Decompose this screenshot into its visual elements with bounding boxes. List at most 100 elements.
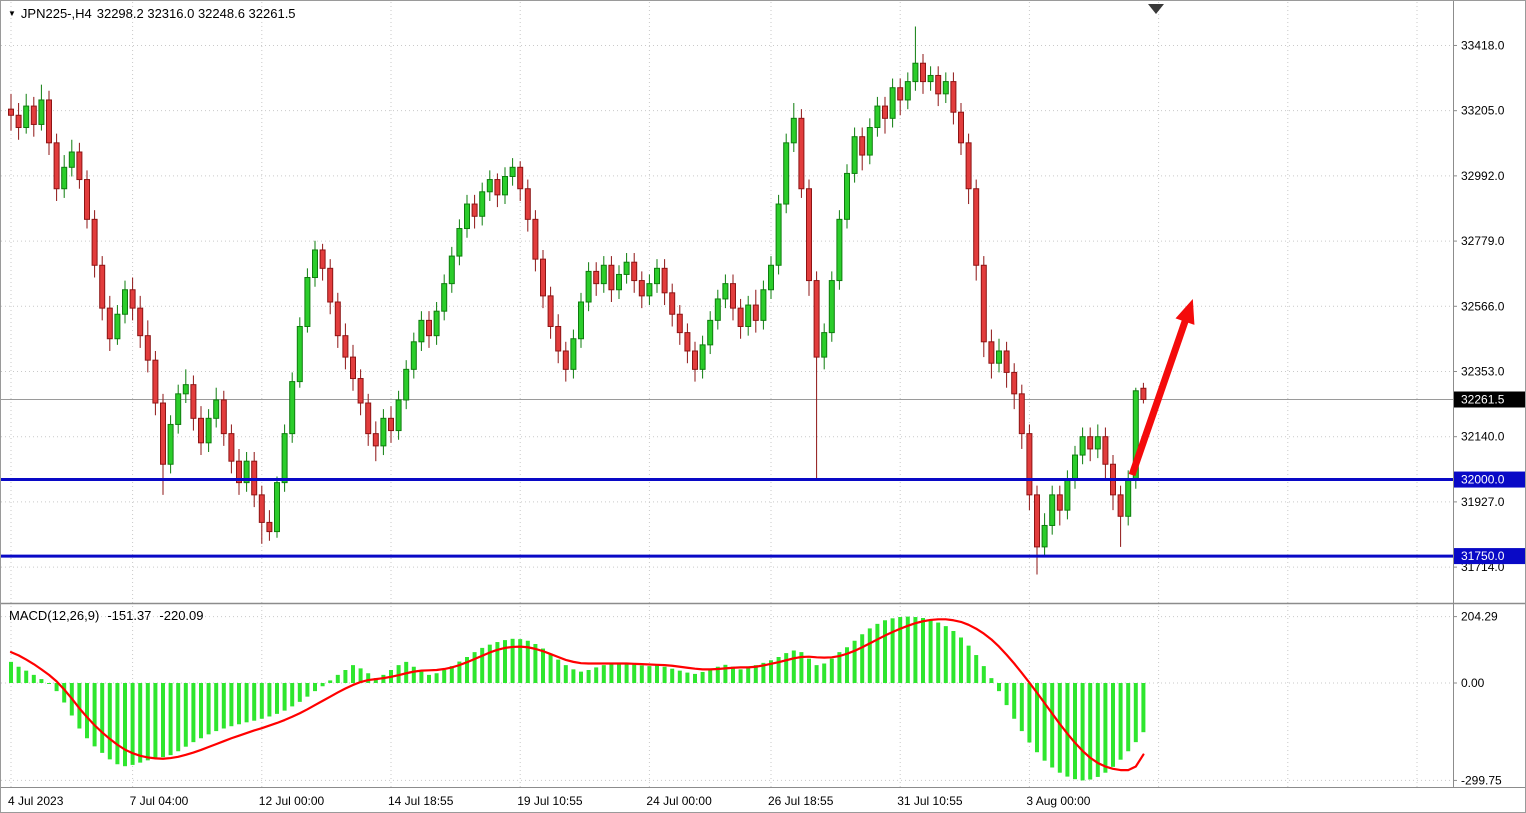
candle-body [882, 105, 888, 119]
candle-body [281, 433, 288, 484]
macd-bar [860, 634, 865, 683]
candle-body [380, 417, 387, 447]
candle-body [182, 384, 189, 395]
macd-bar [700, 671, 705, 683]
macd-bar [662, 666, 667, 683]
macd-bar [1057, 683, 1062, 773]
candle-body [334, 301, 341, 337]
macd-bar [1073, 683, 1077, 780]
candle-body [1056, 494, 1063, 511]
macd-bar [465, 657, 469, 683]
macd-bar [647, 666, 652, 683]
candle-body [1034, 494, 1040, 548]
candle-body [638, 280, 645, 297]
macd-bar [153, 683, 158, 759]
candle-body [213, 399, 220, 419]
macd-bar [9, 661, 13, 683]
macd-bar [571, 669, 576, 683]
symbol-ohlc: 32298.2 32316.0 32248.6 32261.5 [96, 6, 296, 21]
macd-bar [677, 670, 682, 683]
macd-bar [609, 663, 614, 683]
candle-body [608, 264, 615, 291]
macd-main-value: -151.37 [107, 608, 152, 623]
candle-body [486, 179, 493, 193]
macd-histogram [9, 616, 1146, 781]
macd-bar [252, 683, 257, 721]
macd-bar [282, 683, 287, 711]
candle-body [631, 261, 638, 282]
chart-shift-marker-icon[interactable] [1148, 4, 1164, 14]
candle-body [106, 307, 113, 340]
candle-body [570, 338, 577, 370]
macd-bar [267, 683, 272, 717]
macd-bar [168, 683, 173, 756]
candle-body [243, 460, 250, 484]
macd-bar [731, 666, 735, 683]
macd-name: MACD(12,26,9) [9, 608, 100, 623]
candle-body [122, 289, 128, 315]
candle-body [395, 399, 402, 432]
candle-body [502, 175, 508, 196]
macd-bar [845, 647, 849, 683]
macd-bar [541, 648, 545, 683]
macd-bar [837, 652, 842, 683]
time-axis[interactable]: 4 Jul 2023 7 Jul 04:00 12 Jul 00:00 14 Jul … [8, 794, 1091, 808]
macd-bar [632, 664, 637, 683]
candlestick-series [8, 26, 1147, 575]
candle-body [198, 417, 204, 444]
macd-bar [191, 683, 196, 743]
macd-bar [54, 683, 59, 692]
macd-signal-line [9, 618, 1145, 772]
candle-body [973, 188, 980, 266]
price-tick-label: 31927.0 [1461, 495, 1505, 509]
time-tick-label: 31 Jul 10:55 [897, 794, 963, 808]
trend-arrow-head [1175, 298, 1195, 325]
macd-bar [761, 662, 766, 683]
candle-body [912, 62, 919, 83]
macd-bar [883, 620, 887, 683]
macd-bar [373, 678, 378, 683]
macd-bar [525, 640, 530, 683]
macd-bar [624, 663, 629, 683]
level-price-label [1454, 471, 1525, 488]
macd-bar [297, 683, 302, 702]
macd-bar [822, 663, 827, 683]
price-tick-label: 32140.0 [1461, 430, 1505, 444]
expand-triangle-icon[interactable]: ▼ [8, 8, 16, 18]
candle-body [289, 381, 296, 435]
candle-body [654, 267, 660, 285]
candle-body [616, 273, 622, 291]
macd-bar [419, 671, 424, 683]
macd-bar [503, 640, 507, 683]
candle-body [258, 494, 265, 523]
candle-body [866, 127, 873, 156]
macd-bar [495, 642, 500, 683]
candle-body [1094, 436, 1101, 450]
macd-bar [974, 655, 979, 683]
candle-body [813, 280, 820, 358]
macd-bar [936, 622, 941, 683]
macd-bar [1103, 683, 1108, 773]
macd-bar [563, 665, 568, 683]
candle-body [304, 277, 311, 327]
macd-bar [1004, 683, 1009, 706]
macd-bar [335, 674, 340, 683]
price-axis[interactable]: 33418.0 33205.0 32992.0 32779.0 32566.0 32353… [1453, 38, 1526, 787]
current-price-label [1454, 391, 1525, 408]
candle-body [372, 433, 379, 447]
macd-bar [16, 666, 21, 683]
macd-bar [100, 683, 105, 753]
macd-bar [769, 660, 773, 683]
macd-tick-label: 0.00 [1461, 676, 1485, 690]
candle-body [790, 117, 797, 144]
candle-body [836, 218, 843, 282]
candle-body [661, 267, 668, 294]
trend-arrow[interactable] [1128, 298, 1195, 477]
macd-bar [951, 631, 956, 683]
candle-body [623, 261, 630, 275]
time-tick-label: 7 Jul 04:00 [130, 794, 189, 808]
candle-body [646, 283, 653, 297]
candle-body [722, 283, 729, 300]
macd-bar [214, 683, 219, 732]
